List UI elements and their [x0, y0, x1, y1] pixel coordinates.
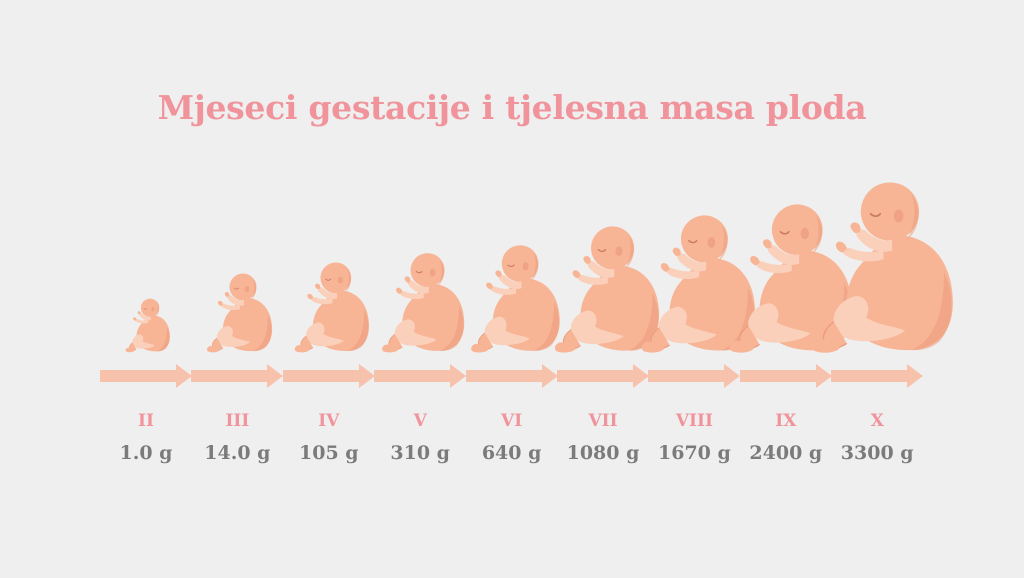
mass-label: 105 g [299, 442, 359, 464]
arrow-right-icon [374, 364, 467, 388]
stage-column: IX 2400 g [729, 0, 852, 578]
month-label: IV [318, 411, 340, 431]
page-title: Mjeseci gestacije i tjelesna masa ploda [157, 88, 867, 127]
month-label: X [870, 411, 884, 431]
fetus-icon [470, 245, 560, 353]
mass-label: 14.0 g [204, 442, 271, 464]
arrow-right-icon [739, 364, 832, 388]
arrow-right-icon [100, 364, 192, 388]
fetus-icon [729, 204, 852, 353]
fetus-icon [382, 253, 465, 353]
arrow-right-icon [191, 364, 284, 388]
mass-label: 2400 g [749, 442, 823, 464]
mass-label: 3300 g [840, 442, 914, 464]
stage-column: III 14.0 g [191, 0, 284, 578]
month-label: VII [588, 411, 618, 431]
arrow-right-icon [282, 364, 375, 388]
fetus-icon [294, 262, 369, 353]
stage-column: IV 105 g [282, 0, 375, 578]
fetus-icon [642, 215, 756, 353]
fetus-icon [812, 182, 954, 353]
stage-column: II 1.0 g [100, 0, 192, 578]
arrow-right-icon [831, 364, 924, 388]
mass-label: 640 g [481, 442, 542, 464]
fetus-icon [554, 226, 660, 353]
month-label: II [138, 411, 154, 431]
mass-label: 310 g [390, 442, 450, 464]
mass-label: 1670 g [658, 442, 731, 464]
month-label: IX [775, 411, 797, 431]
month-label: III [225, 411, 250, 431]
stage-column: VI 640 g [465, 0, 560, 578]
stage-column: VIII 1670 g [642, 0, 756, 578]
fetus-icon [207, 273, 273, 353]
stage-column: V 310 g [374, 0, 467, 578]
arrow-right-icon [648, 364, 741, 388]
month-label: V [413, 411, 427, 431]
fetus-icon [125, 298, 170, 353]
arrow-right-icon [557, 364, 649, 388]
mass-label: 1.0 g [119, 442, 173, 464]
arrow-right-icon [465, 364, 558, 388]
mass-label: 1080 g [566, 442, 640, 464]
month-label: VIII [675, 411, 713, 431]
month-label: VI [501, 411, 523, 431]
stage-column: VII 1080 g [554, 0, 660, 578]
stage-column: X 3300 g [812, 0, 954, 578]
